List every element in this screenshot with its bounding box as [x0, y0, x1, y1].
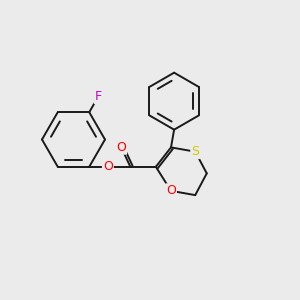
- Text: F: F: [95, 90, 102, 103]
- Text: O: O: [116, 141, 126, 154]
- Text: O: O: [103, 160, 113, 173]
- Text: S: S: [191, 145, 199, 158]
- Text: O: O: [166, 184, 176, 197]
